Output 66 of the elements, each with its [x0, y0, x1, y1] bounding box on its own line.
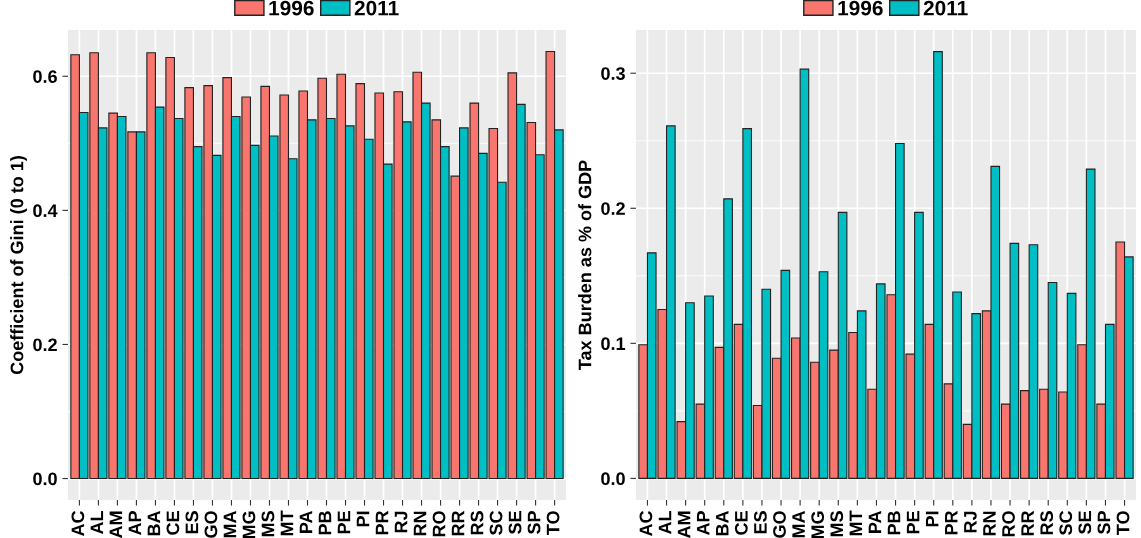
x-tick-label: CE: [166, 511, 180, 535]
x-tick-label: AP: [696, 511, 710, 536]
x-tick-label: TO: [1116, 511, 1130, 535]
x-tick-label: SE: [1078, 511, 1092, 534]
x-tick-label: RO: [1002, 511, 1015, 537]
x-tick-label: MS: [830, 511, 844, 537]
x-tick-label: RR: [1021, 510, 1034, 536]
x-tick-label: GO: [204, 511, 218, 538]
x-tick-label: RJ: [394, 511, 408, 533]
legend-label: 1996: [838, 0, 883, 16]
x-tick-label: RR: [451, 510, 465, 536]
x-tick-label: PR: [375, 510, 389, 535]
x-tick-label: TO: [546, 511, 560, 535]
y-tick-label: 0.4: [33, 204, 58, 218]
x-tick-label: SP: [527, 511, 541, 534]
x-tick-label: RS: [1040, 511, 1054, 535]
x-tick-label: MS: [261, 511, 275, 537]
y-tick-label: 0.3: [601, 67, 625, 80]
y-tick-label: 0.1: [601, 337, 626, 351]
y-tick-label: 0.2: [601, 202, 625, 215]
x-tick-label: RS: [470, 511, 484, 535]
x-tick-label: PI: [925, 511, 939, 527]
x-tick-label: PE: [906, 511, 920, 534]
y-tick-label: 0.6: [33, 70, 57, 83]
x-tick-label: AP: [128, 511, 142, 536]
y-axis-title: Coefficient of Gini (0 to 1): [10, 156, 27, 375]
y-axis-title: Tax Burden as % of GDP: [578, 160, 592, 370]
x-tick-label: RO: [432, 511, 446, 537]
x-tick-label: MT: [849, 510, 863, 536]
x-tick-label: SE: [508, 511, 522, 534]
x-tick-label: AL: [658, 510, 672, 535]
x-tick-label: AM: [109, 511, 123, 538]
x-tick-label: RN: [413, 511, 427, 536]
x-tick-label: AC: [71, 510, 85, 537]
x-tick-label: AM: [677, 511, 691, 538]
x-tick-label: RJ: [964, 511, 977, 533]
x-tick-label: MG: [811, 511, 825, 538]
x-tick-label: AL: [90, 510, 104, 535]
y-tick-label: 0.0: [601, 472, 625, 486]
x-tick-label: CE: [734, 511, 748, 535]
x-tick-label: PI: [356, 511, 370, 527]
x-tick-label: MA: [223, 510, 237, 538]
legend-label: 2011: [354, 0, 399, 16]
x-tick-label: BA: [716, 510, 729, 536]
x-tick-label: ES: [754, 511, 767, 534]
x-tick-label: PR: [945, 510, 958, 535]
x-tick-label: PA: [868, 510, 882, 533]
x-tick-label: AC: [639, 510, 653, 537]
x-tick-label: SP: [1097, 511, 1111, 534]
x-tick-label: MG: [242, 511, 256, 538]
x-tick-label: GO: [773, 511, 786, 538]
x-tick-label: MA: [792, 510, 805, 538]
x-tick-label: BA: [147, 510, 161, 536]
y-tick-label: 0.2: [33, 338, 57, 352]
x-tick-label: PA: [299, 510, 313, 533]
legend-label: 2011: [923, 0, 968, 16]
x-tick-label: RN: [983, 511, 996, 536]
x-tick-label: PB: [318, 511, 332, 535]
x-tick-label: PE: [337, 511, 351, 534]
legend-label: 1996: [269, 0, 314, 16]
y-tick-label: 0.0: [33, 472, 57, 486]
x-tick-label: SC: [489, 510, 503, 535]
x-tick-label: SC: [1059, 510, 1073, 535]
x-tick-label: ES: [185, 511, 199, 534]
x-tick-label: MT: [280, 510, 294, 536]
x-tick-label: PB: [887, 511, 901, 535]
